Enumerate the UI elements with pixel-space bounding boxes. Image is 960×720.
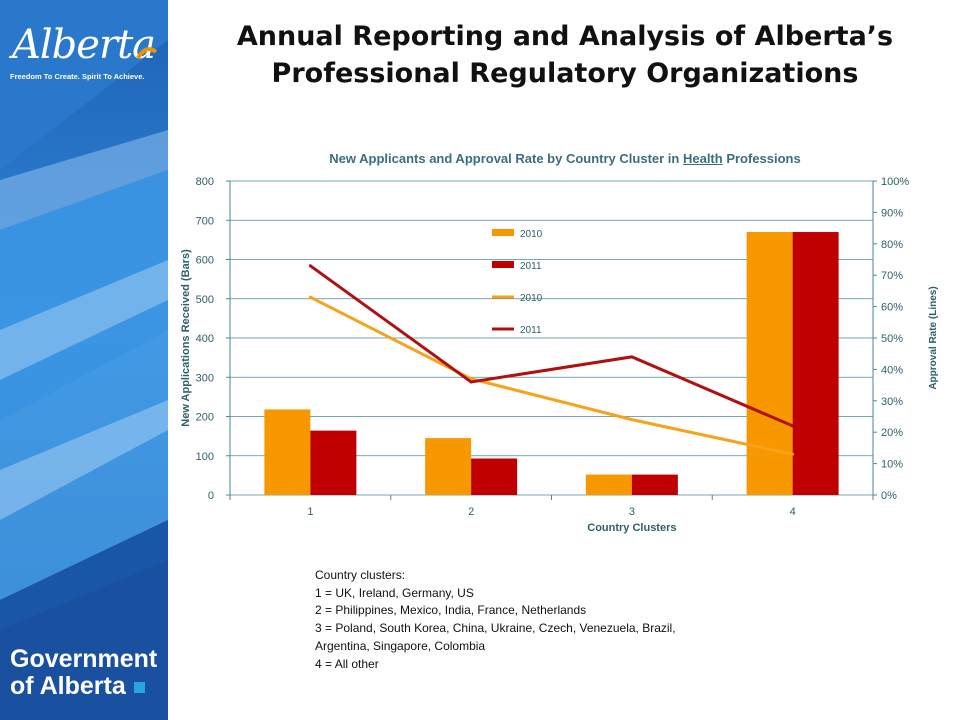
y-tick-label: 500 [196,294,214,306]
notes-line: 4 = All other [315,656,379,671]
bar-2010-cluster-4 [746,232,793,495]
line-series-2011 [309,264,794,428]
notes-heading: Country clusters: [315,568,406,582]
y2-axis-title: Approval Rate (Lines) [928,286,939,389]
x-axis-title: Country Clusters [587,522,676,534]
chart-title: New Applicants and Approval Rate by Coun… [200,151,930,166]
slide-title-line-2: Professional Regulatory Organizations [271,58,859,89]
bar-2011-cluster-4 [792,232,839,495]
y-tick-label: 600 [196,255,214,267]
y2-tick-label: 50% [881,333,903,345]
bar-2011-cluster-3 [631,474,678,495]
notes-line: Argentina, Singapore, Colombia [315,638,486,653]
legend-label: 2011 [520,325,542,336]
y-tick-label: 300 [196,372,214,384]
y-tick-label: 800 [196,176,214,188]
legend-label: 2011 [520,261,542,272]
line-point-2011-cluster-2 [469,380,473,384]
y2-tick-label: 0% [881,490,897,502]
x-tick-label: 1 [307,506,313,518]
line-point-2011-cluster-4 [791,424,795,428]
x-tick-label: 4 [790,506,796,518]
bar-2011-cluster-1 [310,430,357,495]
y-tick-label: 400 [196,333,214,345]
chart-area: 0 100 200 300 400 500 600 700 800 0% 10% 20% 30% 40% 5… [180,176,939,534]
sidebar-banner: Alberta Freedom To Create. Spirit To Ach… [0,0,168,720]
y2-tick-label: 10% [881,459,903,471]
bar-2011-cluster-2 [471,458,518,495]
line-point-2011-cluster-1 [308,264,312,268]
gov-line-1: Government [10,645,158,673]
y-axis-title: New Applications Received (Bars) [180,249,192,427]
logo-wordmark: Alberta [12,22,156,68]
notes-line: 3 = Poland, South Korea, China, Ukraine,… [315,621,676,636]
bar-2010-cluster-1 [264,409,311,495]
line-point-2010-cluster-4 [791,452,795,456]
y-tick-label: 0 [208,490,214,502]
logo-tagline: Freedom To Create. Spirit To Achieve. [10,72,145,81]
x-tick-label: 2 [468,506,474,518]
country-clusters-notes: Country clusters: 1 = UK, Ireland, Germa… [315,567,676,673]
y-tick-label: 700 [196,215,214,227]
y2-tick-label: 100% [881,176,909,188]
y-tick-label: 100 [196,451,214,463]
chart-title-prefix: New Applicants and Approval Rate by Coun… [329,151,683,166]
line-series-2010 [309,295,793,456]
y-tick-label: 200 [196,412,214,424]
y2-tick-label: 90% [881,207,903,219]
gov-line-2: of Alberta [10,672,126,700]
y2-tick-label: 20% [881,427,903,439]
y2-tick-label: 80% [881,239,903,251]
slide-title: Annual Reporting and Analysis of Alberta… [190,18,940,92]
legend-label: 2010 [520,229,543,240]
government-of-alberta-wordmark: Government of Alberta [10,646,157,700]
y2-tick-label: 30% [881,396,903,408]
sidebar-background [0,0,168,720]
y2-tick-label: 70% [881,270,903,282]
legend-swatch-bar-2011 [492,261,514,268]
sun-swoosh-icon [136,47,158,60]
line-point-2010-cluster-1 [308,295,312,299]
alberta-logo: Alberta Freedom To Create. Spirit To Ach… [0,0,168,100]
legend-swatch-bar-2010 [492,229,514,236]
line-point-2010-cluster-3 [630,418,634,422]
slide-title-line-1: Annual Reporting and Analysis of Alberta… [236,21,894,52]
line-point-2011-cluster-3 [630,355,634,359]
bar-2010-cluster-2 [425,438,472,495]
y2-tick-label: 40% [881,364,903,376]
notes-line: 2 = Philippines, Mexico, India, France, … [315,603,587,618]
chart-title-suffix: Professions [722,151,801,166]
notes-line: 1 = UK, Ireland, Germany, US [315,585,474,600]
x-tick-label: 3 [629,506,635,518]
blue-square-icon [133,682,145,693]
y2-tick-label: 60% [881,302,903,314]
legend-label: 2010 [520,293,543,304]
chart-title-underlined: Health [682,151,723,166]
bar-2010-cluster-3 [585,474,632,495]
